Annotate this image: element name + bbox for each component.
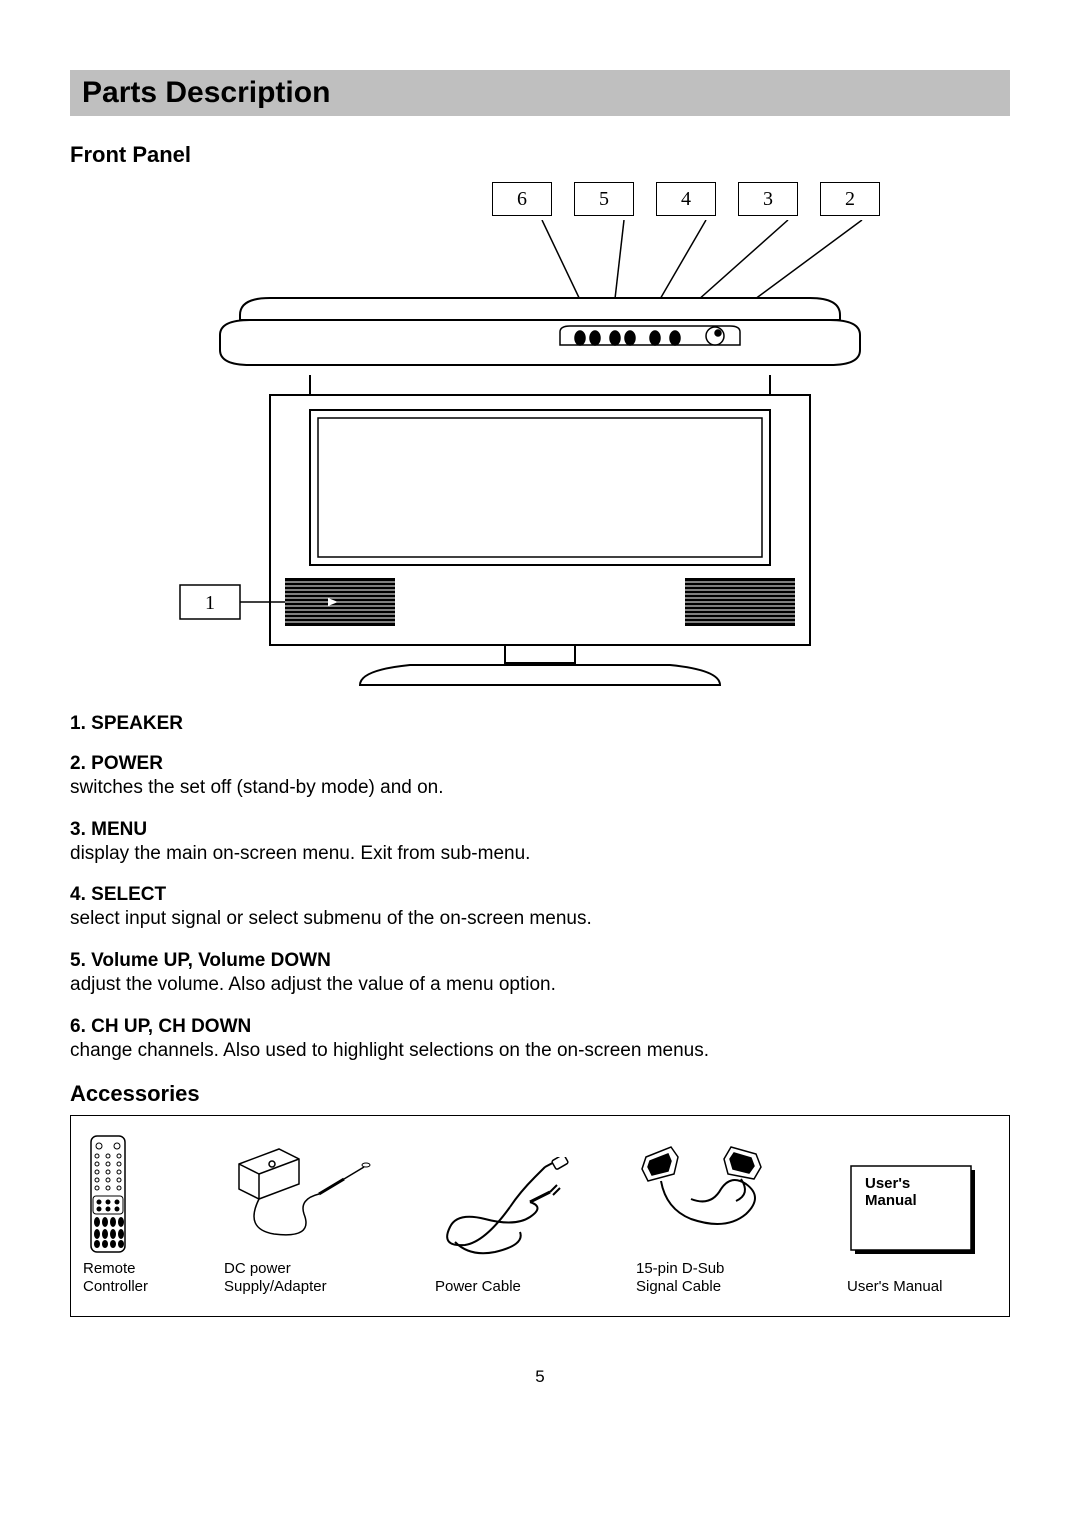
- accessories-heading: Accessories: [70, 1081, 1010, 1107]
- part-num: 1.: [70, 713, 86, 734]
- title-bar: Parts Description: [70, 70, 1010, 116]
- callout-4: 4: [656, 182, 716, 216]
- parts-list: 1. SPEAKER 2. POWER switches the set off…: [70, 713, 1010, 1063]
- part-num: 3.: [70, 819, 86, 840]
- part-desc: select input signal or select submenu of…: [70, 906, 1010, 932]
- monitor-diagram-svg: 1: [160, 220, 920, 690]
- acc-label: Remote Controller: [83, 1260, 148, 1296]
- part-item-2: 2. POWER switches the set off (stand-by …: [70, 753, 1010, 801]
- part-item-6: 6. CH UP, CH DOWN change channels. Also …: [70, 1016, 1010, 1064]
- callout-3: 3: [738, 182, 798, 216]
- part-name: MENU: [91, 819, 147, 840]
- svg-text:User's: User's: [865, 1175, 910, 1192]
- callout-2: 2: [820, 182, 880, 216]
- page-title: Parts Description: [82, 76, 998, 110]
- callout-row: 6 5 4 3 2: [160, 182, 920, 216]
- svg-text:Manual: Manual: [865, 1192, 917, 1209]
- part-item-1: 1. SPEAKER: [70, 713, 1010, 735]
- page-number: 5: [70, 1367, 1010, 1387]
- front-panel-heading: Front Panel: [70, 142, 1010, 168]
- part-num: 6.: [70, 1016, 86, 1037]
- part-desc: switches the set off (stand-by mode) and…: [70, 775, 1010, 801]
- power-cable-icon: [435, 1157, 585, 1267]
- part-desc: change channels. Also used to highlight …: [70, 1038, 1010, 1064]
- part-name: Volume UP, Volume DOWN: [91, 950, 331, 971]
- acc-dsub-cable: 15-pin D-Sub Signal Cable: [636, 1134, 806, 1296]
- acc-label: 15-pin D-Sub Signal Cable: [636, 1260, 724, 1296]
- callout-1-text: 1: [205, 592, 215, 614]
- part-desc: display the main on-screen menu. Exit fr…: [70, 841, 1010, 867]
- part-name: POWER: [91, 753, 163, 774]
- callout-6: 6: [492, 182, 552, 216]
- part-item-5: 5. Volume UP, Volume DOWN adjust the vol…: [70, 950, 1010, 998]
- acc-manual: User's Manual User's Manual: [847, 1152, 997, 1296]
- part-name: SPEAKER: [91, 713, 183, 734]
- part-num: 5.: [70, 950, 86, 971]
- part-desc: adjust the volume. Also adjust the value…: [70, 972, 1010, 998]
- acc-remote: Remote Controller: [83, 1134, 183, 1296]
- acc-label: Power Cable: [435, 1278, 521, 1296]
- accessories-box: Remote Controller DC power S: [70, 1115, 1010, 1317]
- dsub-cable-icon: [636, 1139, 796, 1249]
- callout-5: 5: [574, 182, 634, 216]
- part-num: 4.: [70, 884, 86, 905]
- acc-label: User's Manual: [847, 1278, 942, 1296]
- dc-adapter-icon: [224, 1139, 384, 1249]
- part-name: CH UP, CH DOWN: [91, 1016, 251, 1037]
- manual-icon: User's Manual: [847, 1162, 987, 1262]
- part-num: 2.: [70, 753, 86, 774]
- part-item-4: 4. SELECT select input signal or select …: [70, 884, 1010, 932]
- remote-icon: [83, 1134, 133, 1254]
- acc-power-cable: Power Cable: [435, 1152, 595, 1296]
- part-name: SELECT: [91, 884, 166, 905]
- acc-label: DC power Supply/Adapter: [224, 1260, 327, 1296]
- part-item-3: 3. MENU display the main on-screen menu.…: [70, 819, 1010, 867]
- front-panel-diagram: 6 5 4 3 2: [160, 182, 920, 695]
- acc-dc-power: DC power Supply/Adapter: [224, 1134, 394, 1296]
